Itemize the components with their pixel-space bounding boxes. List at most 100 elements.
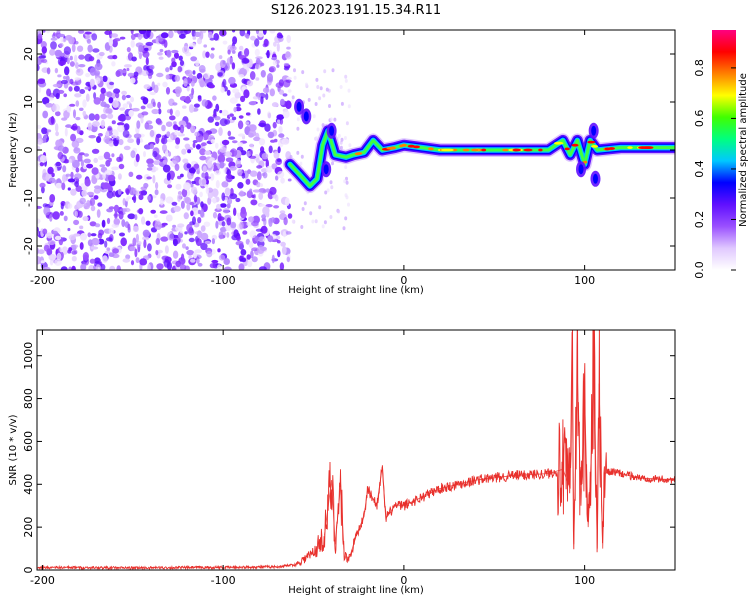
spectrogram-noise-cell: [318, 205, 322, 210]
spectrogram-noise-cell: [95, 77, 101, 84]
spectrogram-noise-cell: [158, 108, 162, 115]
spectrogram-noise-cell: [263, 217, 267, 227]
spectrogram-noise-cell: [104, 250, 111, 254]
spectrogram-noise-cell: [318, 96, 322, 101]
spectrogram-noise-cell: [79, 107, 84, 112]
spectrogram-noise-cell: [193, 194, 198, 203]
spectrogram-noise-cell: [82, 251, 89, 261]
spectrogram-noise-cell: [230, 221, 237, 229]
spectrogram-noise-cell: [278, 89, 285, 95]
spectrogram-noise-cell: [333, 117, 337, 122]
spectrogram-noise-cell: [285, 79, 292, 83]
spectrogram-noise-cell: [109, 81, 115, 86]
spectrogram-noise-cell: [221, 221, 226, 227]
spectrogram-noise-cell: [179, 60, 185, 66]
spectrogram-noise-cell: [267, 112, 272, 119]
spectrogram-noise-cell: [216, 203, 221, 210]
spectrogram-noise-cell: [254, 48, 260, 57]
spectrogram-noise-cell: [71, 255, 77, 262]
spectrogram-noise-cell: [51, 172, 55, 178]
snr-y-tick-label: 600: [22, 431, 35, 452]
spectrogram-noise-cell: [200, 242, 208, 251]
spectrogram-noise-cell: [143, 84, 151, 90]
spectrogram-noise-cell: [111, 153, 115, 158]
spectrogram-noise-cell: [197, 217, 202, 224]
spectrogram-noise-cell: [48, 253, 57, 261]
spectrogram-noise-cell: [43, 244, 50, 252]
spectrogram-noise-cell: [97, 133, 103, 137]
spectrogram-noise-cell: [132, 225, 139, 233]
spectrogram-noise-cell: [174, 131, 182, 136]
spectrogram-noise-cell: [212, 197, 217, 204]
spectrogram-noise-cell: [125, 198, 129, 202]
spectrogram-noise-cell: [111, 129, 119, 139]
spectrogram-noise-cell: [177, 30, 181, 35]
spectrogram-noise-cell: [262, 43, 268, 48]
spectrogram-noise-cell: [125, 94, 131, 99]
spectrogram-noise-cell: [180, 173, 184, 178]
spectrogram-noise-cell: [195, 59, 200, 67]
spectrogram-noise-cell: [49, 48, 56, 56]
spectrogram-noise-cell: [84, 86, 90, 90]
spectrogram-noise-cell: [134, 248, 138, 258]
spectrogram-noise-cell: [201, 142, 207, 147]
spectrogram-noise-cell: [85, 72, 91, 78]
spectrogram-noise-cell: [200, 201, 204, 208]
spectrogram-noise-cell: [132, 237, 137, 247]
spectrogram-noise-cell: [66, 104, 72, 113]
spectrogram-noise-cell: [130, 96, 135, 103]
spectrogram-noise-cell: [212, 95, 217, 101]
spectrogram-noise-cell: [140, 105, 146, 110]
spectrogram-noise-cell: [282, 93, 288, 97]
spectrogram-noise-cell: [108, 157, 112, 163]
spectrogram-noise-cell: [142, 51, 150, 58]
spectrogram-y-tick-label: 10: [22, 95, 35, 109]
spectrogram-noise-cell: [170, 134, 174, 140]
spectrogram-noise-cell: [281, 138, 290, 145]
spectrogram-noise-cell: [235, 159, 241, 168]
carrier-hotspot: [564, 147, 570, 151]
spectrogram-noise-cell: [37, 145, 41, 151]
spectrogram-noise-cell: [229, 165, 237, 171]
spectrogram-noise-cell: [249, 230, 257, 239]
spectrogram-noise-cell: [109, 265, 116, 270]
spectrogram-noise-cell: [186, 122, 192, 130]
spectrogram-noise-cell: [258, 192, 264, 200]
spectrogram-noise-cell: [152, 150, 158, 158]
spectrogram-noise-cell: [131, 107, 140, 112]
spectrogram-noise-cell: [271, 56, 277, 61]
spectrogram-noise-cell: [217, 248, 221, 253]
spectrogram-noise-cell: [224, 151, 233, 157]
spectrogram-noise-cell: [178, 232, 183, 237]
spectrogram-noise-cell: [191, 87, 195, 96]
spectrogram-noise-cell: [149, 129, 155, 138]
spectrogram-noise-cell: [343, 136, 347, 140]
spectrogram-noise-cell: [201, 99, 208, 107]
spectrogram-noise-cell: [188, 42, 197, 48]
spectrogram-noise-cell: [114, 211, 118, 220]
spectrogram-noise-cell: [37, 138, 43, 145]
carrier-hotspot: [512, 148, 521, 152]
spectrogram-noise-cell: [37, 249, 45, 255]
spectrogram-noise-cell: [223, 166, 227, 174]
spectrogram-noise-cell: [107, 108, 113, 114]
spectrogram-noise-cell: [190, 258, 196, 263]
spectrogram-noise-cell: [223, 266, 232, 270]
spectrogram-noise-cell: [203, 221, 211, 227]
spectrogram-noise-cell: [243, 89, 250, 99]
spectrogram-noise-cell: [315, 77, 319, 82]
spectrogram-noise-cell: [240, 249, 247, 256]
spectrogram-x-tick-label: 100: [574, 274, 595, 287]
spectrogram-noise-cell: [55, 111, 61, 117]
spectrogram-noise-cell: [229, 45, 237, 51]
spectrogram-noise-cell: [146, 167, 153, 171]
spectrogram-noise-cell: [222, 40, 228, 45]
spectrogram-noise-cell: [218, 127, 223, 136]
spectrogram-noise-cell: [233, 106, 237, 113]
spectrogram-noise-cell: [47, 240, 56, 246]
carrier-hotspot: [428, 147, 434, 151]
spectrogram-noise-cell: [47, 166, 54, 175]
spectrogram-noise-cell: [129, 246, 137, 252]
spectrogram-noise-cell: [43, 266, 51, 270]
carrier-hotspot: [571, 143, 579, 147]
